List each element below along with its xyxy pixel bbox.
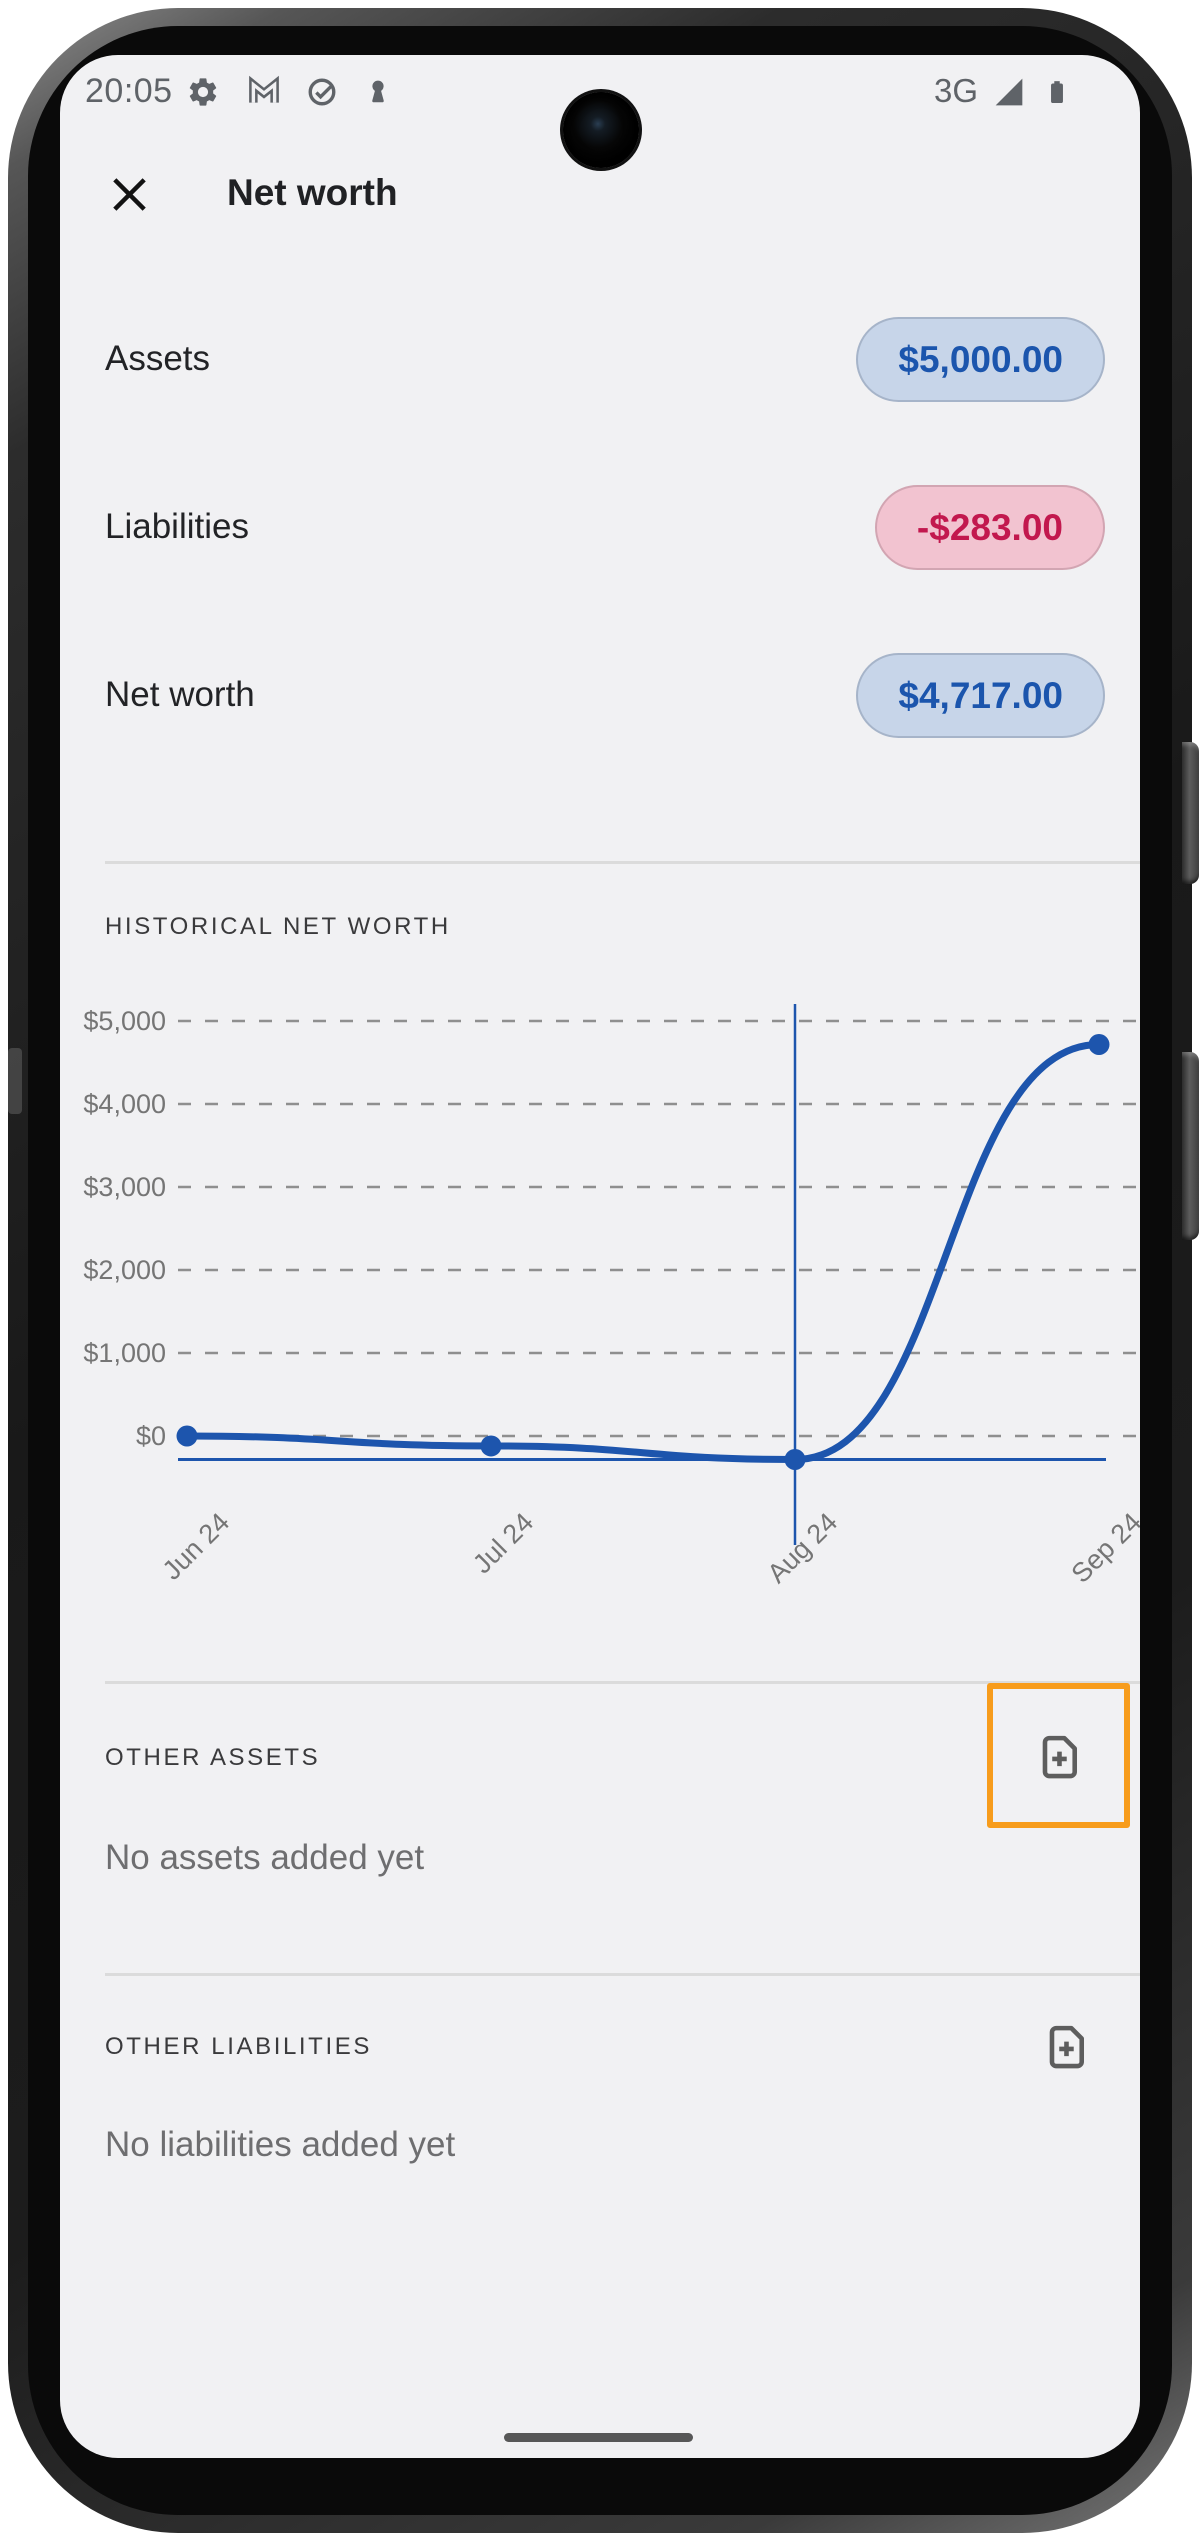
- net-worth-label: Net worth: [105, 675, 255, 714]
- screen: 20:05 3G Net worth Assets $5,000.00 Liab…: [60, 55, 1140, 2458]
- check-circle-icon: [305, 75, 339, 109]
- battery-full-icon: [1044, 75, 1070, 109]
- antenna-seam: [8, 1048, 22, 1114]
- assets-empty-text: No assets added yet: [105, 1838, 425, 1877]
- page-title: Net worth: [227, 172, 398, 213]
- power-button[interactable]: [1182, 742, 1199, 884]
- svg-text:Jun 24: Jun 24: [157, 1507, 236, 1586]
- network-type-label: 3G: [934, 72, 979, 109]
- add-liability-button[interactable]: [1037, 2017, 1095, 2075]
- settings-gear-icon: [186, 75, 220, 109]
- signal-strength-triangle-icon: [993, 75, 1025, 109]
- gesture-handle[interactable]: [504, 2433, 693, 2442]
- liabilities-label: Liabilities: [105, 507, 249, 546]
- svg-text:$1,000: $1,000: [83, 1338, 166, 1368]
- status-time: 20:05: [85, 72, 173, 110]
- svg-text:Jul 24: Jul 24: [467, 1507, 539, 1579]
- note-add-icon: [1049, 2025, 1085, 2069]
- close-button[interactable]: [107, 172, 152, 217]
- liabilities-value-badge: -$283.00: [874, 485, 1105, 570]
- svg-text:$0: $0: [136, 1421, 166, 1451]
- volume-rocker[interactable]: [1182, 1052, 1199, 1240]
- divider: [105, 861, 1140, 864]
- note-add-icon: [1042, 1735, 1078, 1779]
- historical-net-worth-title: HISTORICAL NET WORTH: [105, 913, 451, 940]
- focus-highlight-box: [987, 1683, 1130, 1828]
- svg-text:Aug 24: Aug 24: [762, 1507, 844, 1589]
- svg-text:$2,000: $2,000: [83, 1255, 166, 1285]
- assets-label: Assets: [105, 339, 211, 378]
- front-camera: [563, 92, 639, 168]
- add-asset-button[interactable]: [1030, 1727, 1088, 1785]
- net-worth-value-badge: $4,717.00: [856, 653, 1105, 738]
- keyhole-icon: [364, 75, 392, 109]
- liabilities-empty-text: No liabilities added yet: [105, 2125, 456, 2164]
- other-assets-title: OTHER ASSETS: [105, 1744, 321, 1771]
- svg-text:$5,000: $5,000: [83, 1006, 166, 1036]
- svg-text:$4,000: $4,000: [83, 1089, 166, 1119]
- divider: [105, 1973, 1140, 1976]
- net-worth-history-chart[interactable]: $5,000 $4,000 $3,000 $2,000 $1,000 $0 Jun 24 Ju…: [60, 1000, 1140, 1660]
- assets-value-badge: $5,000.00: [856, 317, 1105, 402]
- svg-text:$3,000: $3,000: [83, 1172, 166, 1202]
- gmail-icon: [245, 75, 283, 109]
- other-liabilities-title: OTHER LIABILITIES: [105, 2033, 372, 2060]
- svg-text:Sep 24: Sep 24: [1066, 1507, 1140, 1589]
- divider: [105, 1681, 1140, 1684]
